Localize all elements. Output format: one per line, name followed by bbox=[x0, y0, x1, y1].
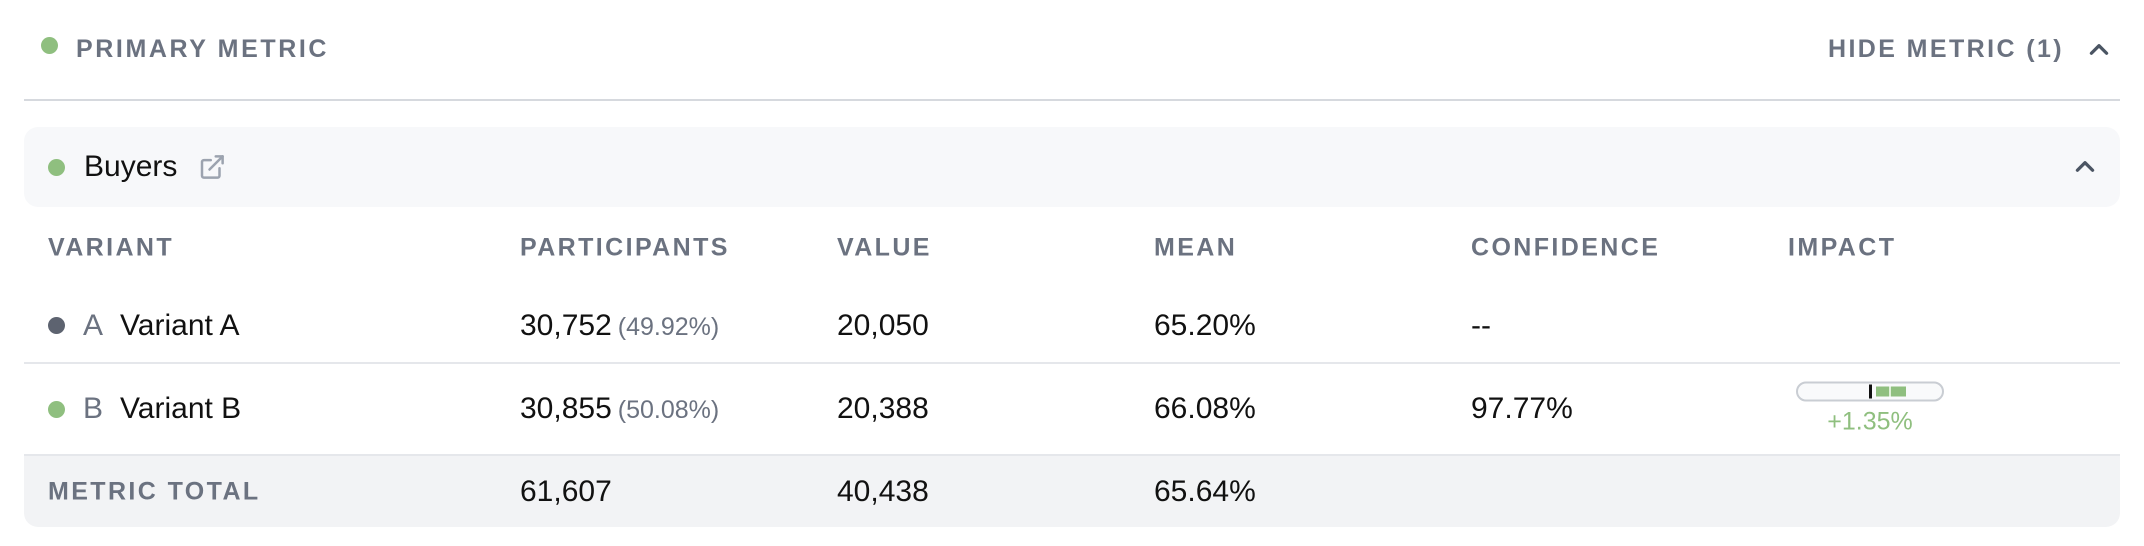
variant-cell: B Variant B bbox=[48, 392, 241, 426]
metric-card: Buyers VARIANT PARTICIPANTS VALUE MEAN C… bbox=[24, 127, 2120, 527]
primary-metric-header: PRIMARY METRIC HIDE METRIC (1) bbox=[24, 0, 2120, 101]
section-title: PRIMARY METRIC bbox=[76, 35, 330, 63]
value-cell: 20,388 bbox=[837, 392, 929, 425]
hide-metric-label: HIDE METRIC (1) bbox=[1828, 35, 2064, 63]
chevron-up-icon[interactable] bbox=[2072, 154, 2098, 180]
table-row: B Variant B 30,855 (50.08%) 20,388 66.08%… bbox=[24, 364, 2120, 454]
metric-table: VARIANT PARTICIPANTS VALUE MEAN CONFIDEN… bbox=[24, 207, 2120, 527]
total-mean: 65.64% bbox=[1154, 474, 1256, 508]
metric-card-header[interactable]: Buyers bbox=[24, 127, 2120, 207]
metric-name: Buyers bbox=[84, 150, 178, 183]
mean-cell: 65.20% bbox=[1154, 308, 1256, 342]
table-header-row: VARIANT PARTICIPANTS VALUE MEAN CONFIDEN… bbox=[24, 207, 2120, 289]
impact-interval bbox=[1876, 386, 1906, 397]
total-value: 40,438 bbox=[837, 474, 929, 508]
participants-count: 30,855 bbox=[520, 392, 612, 425]
column-header-value: VALUE bbox=[837, 233, 932, 262]
participants-cell: 30,855 (50.08%) bbox=[520, 392, 719, 426]
metric-total-row: METRIC TOTAL 61,607 40,438 65.64% bbox=[24, 454, 2120, 527]
participants-share: (50.08%) bbox=[617, 396, 720, 424]
impact-zero-line bbox=[1869, 384, 1872, 399]
variant-letter: B bbox=[83, 392, 104, 425]
variant-name: Variant A bbox=[120, 308, 240, 342]
participants-share: (49.92%) bbox=[617, 312, 720, 341]
variant-color-dot bbox=[48, 400, 65, 418]
value-cell: 20,050 bbox=[837, 308, 929, 342]
metric-status-dot bbox=[48, 158, 65, 176]
column-header-variant: VARIANT bbox=[48, 233, 175, 262]
variant-letter: A bbox=[83, 308, 104, 342]
confidence-cell: -- bbox=[1471, 308, 1491, 342]
mean-cell: 66.08% bbox=[1154, 392, 1256, 425]
participants-count: 30,752 bbox=[520, 308, 612, 342]
participants-cell: 30,752 (49.92%) bbox=[520, 309, 719, 343]
hide-metric-button[interactable]: HIDE METRIC (1) bbox=[1828, 35, 2120, 64]
external-link-icon[interactable] bbox=[197, 152, 227, 182]
confidence-cell: 97.77% bbox=[1471, 392, 1573, 425]
column-header-impact: IMPACT bbox=[1788, 233, 1897, 262]
impact-point-estimate bbox=[1889, 386, 1891, 397]
variant-cell: A Variant A bbox=[48, 309, 240, 343]
variant-name: Variant B bbox=[120, 392, 242, 425]
column-header-participants: PARTICIPANTS bbox=[520, 233, 730, 262]
impact-indicator[interactable]: +1.35% bbox=[1796, 381, 1944, 437]
impact-cell: +1.35% bbox=[1788, 381, 1944, 437]
total-participants: 61,607 bbox=[520, 474, 612, 508]
column-header-confidence: CONFIDENCE bbox=[1471, 233, 1661, 262]
chevron-up-icon bbox=[2089, 43, 2109, 55]
section-status-dot bbox=[41, 37, 58, 54]
variant-color-dot bbox=[48, 317, 65, 334]
column-header-mean: MEAN bbox=[1154, 233, 1238, 262]
impact-confidence-bar bbox=[1796, 381, 1944, 402]
table-row: A Variant A 30,752 (49.92%) 20,050 65.20%… bbox=[24, 289, 2120, 364]
impact-value: +1.35% bbox=[1827, 407, 1913, 436]
metric-total-label: METRIC TOTAL bbox=[48, 477, 261, 505]
